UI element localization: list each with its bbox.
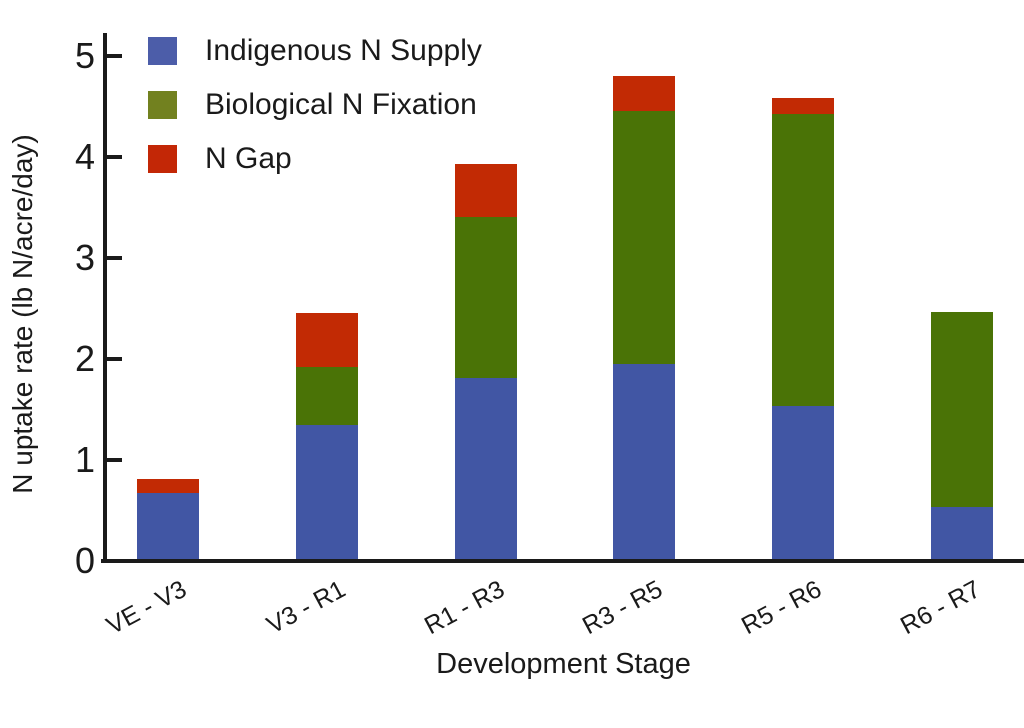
y-tick-label: 4 — [74, 136, 95, 177]
bar-segment-indigenous-n-supply — [931, 507, 993, 561]
bar-segment-biological-n-fixation — [931, 312, 993, 507]
bar-segment-n-gap — [613, 76, 675, 111]
bar-segment-biological-n-fixation — [772, 114, 834, 406]
y-tick-mark — [107, 155, 122, 159]
y-tick-label: 1 — [74, 439, 95, 480]
y-tick-mark — [107, 458, 122, 462]
bar-segment-n-gap — [455, 164, 517, 217]
legend-label: Biological N Fixation — [205, 87, 477, 121]
x-axis-line — [101, 559, 1024, 563]
legend-item-biological-n-fixation: Biological N Fixation — [148, 87, 482, 121]
bar-segment-n-gap — [137, 479, 199, 493]
legend-label: N Gap — [205, 141, 292, 175]
legend-swatch-indigenous-n-supply — [148, 36, 177, 65]
legend-swatch-biological-n-fixation — [148, 90, 177, 119]
y-tick-mark — [107, 357, 122, 361]
y-axis-line — [103, 33, 107, 563]
legend-label: Indigenous N Supply — [205, 33, 482, 67]
legend-swatch-n-gap — [148, 144, 177, 173]
bar-segment-indigenous-n-supply — [137, 493, 199, 561]
bar-segment-biological-n-fixation — [296, 367, 358, 425]
bar-segment-indigenous-n-supply — [455, 378, 517, 561]
y-tick-mark — [107, 256, 122, 260]
bar-segment-indigenous-n-supply — [772, 406, 834, 561]
y-tick-label: 2 — [74, 338, 95, 379]
x-axis-title: Development Stage — [436, 648, 691, 680]
bar-segment-n-gap — [296, 313, 358, 367]
bar-segment-biological-n-fixation — [455, 217, 517, 378]
bar-segment-indigenous-n-supply — [296, 425, 358, 561]
bar-segment-indigenous-n-supply — [613, 364, 675, 561]
y-tick-mark — [107, 54, 122, 58]
y-tick-label: 3 — [74, 237, 95, 278]
bar-segment-biological-n-fixation — [613, 111, 675, 364]
legend-item-n-gap: N Gap — [148, 141, 482, 175]
legend: Indigenous N Supply Biological N Fixatio… — [148, 33, 482, 198]
y-tick-label: 0 — [74, 540, 95, 581]
y-tick-label: 5 — [74, 35, 95, 76]
legend-item-indigenous-n-supply: Indigenous N Supply — [148, 33, 482, 67]
bar-segment-n-gap — [772, 98, 834, 114]
